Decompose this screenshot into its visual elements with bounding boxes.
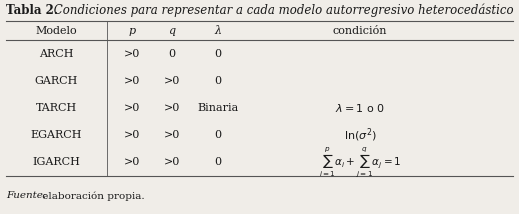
Text: IGARCH: IGARCH <box>32 158 80 167</box>
Text: >0: >0 <box>124 103 140 113</box>
Text: Fuente:: Fuente: <box>6 192 46 201</box>
Text: $\sum_{i=1}^{p}\alpha_i + \sum_{j=1}^{q}\alpha_j = 1$: $\sum_{i=1}^{p}\alpha_i + \sum_{j=1}^{q}… <box>319 146 401 179</box>
Text: elaboración propia.: elaboración propia. <box>39 191 145 201</box>
Text: 0: 0 <box>214 158 222 167</box>
Text: condición: condición <box>333 25 387 36</box>
Text: EGARCH: EGARCH <box>30 130 82 140</box>
Text: >0: >0 <box>164 158 180 167</box>
Text: >0: >0 <box>124 158 140 167</box>
Text: 0: 0 <box>214 130 222 140</box>
Text: >0: >0 <box>124 49 140 59</box>
Text: p: p <box>128 25 135 36</box>
Text: 0: 0 <box>214 76 222 86</box>
Text: $\lambda = 1\ \mathrm{o}\ 0$: $\lambda = 1\ \mathrm{o}\ 0$ <box>335 102 385 114</box>
Text: 0: 0 <box>214 49 222 59</box>
Text: >0: >0 <box>164 130 180 140</box>
Text: >0: >0 <box>124 76 140 86</box>
Text: TARCH: TARCH <box>35 103 77 113</box>
Text: >0: >0 <box>124 130 140 140</box>
Text: Condiciones para representar a cada modelo autorregresivo heterocedástico: Condiciones para representar a cada mode… <box>50 3 514 17</box>
Text: >0: >0 <box>164 103 180 113</box>
Text: q: q <box>169 25 175 36</box>
Text: Binaria: Binaria <box>197 103 239 113</box>
Text: GARCH: GARCH <box>34 76 78 86</box>
Text: Tabla 2.: Tabla 2. <box>6 3 58 16</box>
Text: $\ln(\sigma^2)$: $\ln(\sigma^2)$ <box>344 126 376 144</box>
Text: >0: >0 <box>164 76 180 86</box>
Text: Modelo: Modelo <box>35 25 77 36</box>
Text: 0: 0 <box>169 49 175 59</box>
Text: λ: λ <box>214 25 222 36</box>
Text: ARCH: ARCH <box>39 49 73 59</box>
